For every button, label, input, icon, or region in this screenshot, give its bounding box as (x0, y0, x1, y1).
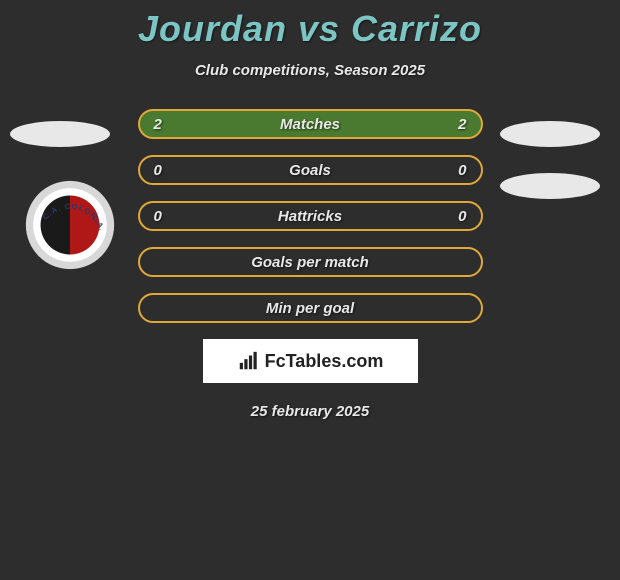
stats-list: 2 Matches 2 0 Goals 0 0 Hattricks 0 Goal… (138, 109, 483, 323)
stat-right-value: 0 (458, 162, 466, 179)
stat-left-value: 0 (154, 162, 162, 179)
bar-chart-icon (237, 350, 259, 372)
stat-right-value: 2 (458, 116, 466, 133)
page-subtitle: Club competitions, Season 2025 (0, 62, 620, 79)
player-photo-placeholder-left (10, 121, 110, 147)
content-area: C.A. COLON C.A. COLON 2 Matches 2 0 Goal… (0, 109, 620, 420)
club-crest-placeholder-right (500, 173, 600, 199)
stat-row-matches: 2 Matches 2 (138, 109, 483, 139)
stat-label: Goals (289, 162, 331, 179)
stat-right-value: 0 (458, 208, 466, 225)
brand-label: FcTables.com (265, 351, 384, 372)
stat-label: Min per goal (266, 300, 354, 317)
stat-row-hattricks: 0 Hattricks 0 (138, 201, 483, 231)
brand-watermark[interactable]: FcTables.com (203, 339, 418, 383)
date-stamp: 25 february 2025 (0, 403, 620, 420)
stat-left-value: 0 (154, 208, 162, 225)
stat-label: Goals per match (251, 254, 369, 271)
stat-row-min-per-goal: Min per goal (138, 293, 483, 323)
page-title: Jourdan vs Carrizo (0, 0, 620, 50)
stat-left-value: 2 (154, 116, 162, 133)
club-crest-left: C.A. COLON C.A. COLON (24, 179, 116, 271)
stat-row-goals-per-match: Goals per match (138, 247, 483, 277)
player-photo-placeholder-right (500, 121, 600, 147)
stat-row-goals: 0 Goals 0 (138, 155, 483, 185)
stat-label: Hattricks (278, 208, 342, 225)
stat-label: Matches (280, 116, 340, 133)
